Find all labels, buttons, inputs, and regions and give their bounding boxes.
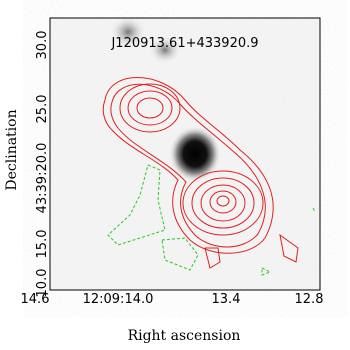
x-tick-label: 13.4 (212, 292, 241, 307)
x-tick-label: 12.8 (295, 292, 324, 307)
y-ticks: 10.0 15.0 43:39:20.0 25.0 30.0 (35, 31, 50, 298)
y-tick-label: 15.0 (35, 230, 50, 259)
x-axis-label: Right ascension (128, 328, 241, 344)
title: J120913.61+433920.9 (110, 36, 258, 51)
y-tick-label: 25.0 (35, 95, 50, 124)
y-tick-label: 10.0 (35, 269, 50, 298)
star-blob (149, 36, 181, 64)
galaxy-core (169, 126, 221, 182)
radio-contours (102, 77, 299, 269)
x-tick-label: 14.6 (21, 292, 50, 307)
image (50, 16, 320, 290)
y-axis-label: Declination (4, 109, 20, 190)
star-blob (110, 16, 146, 48)
y-tick-label: 30.0 (35, 31, 50, 60)
frame (49, 17, 321, 291)
x-tick-label: 12:09:14.0 (83, 292, 154, 307)
negative-contours (107, 164, 316, 276)
y-tick-label: 43:39:20.0 (35, 143, 50, 214)
